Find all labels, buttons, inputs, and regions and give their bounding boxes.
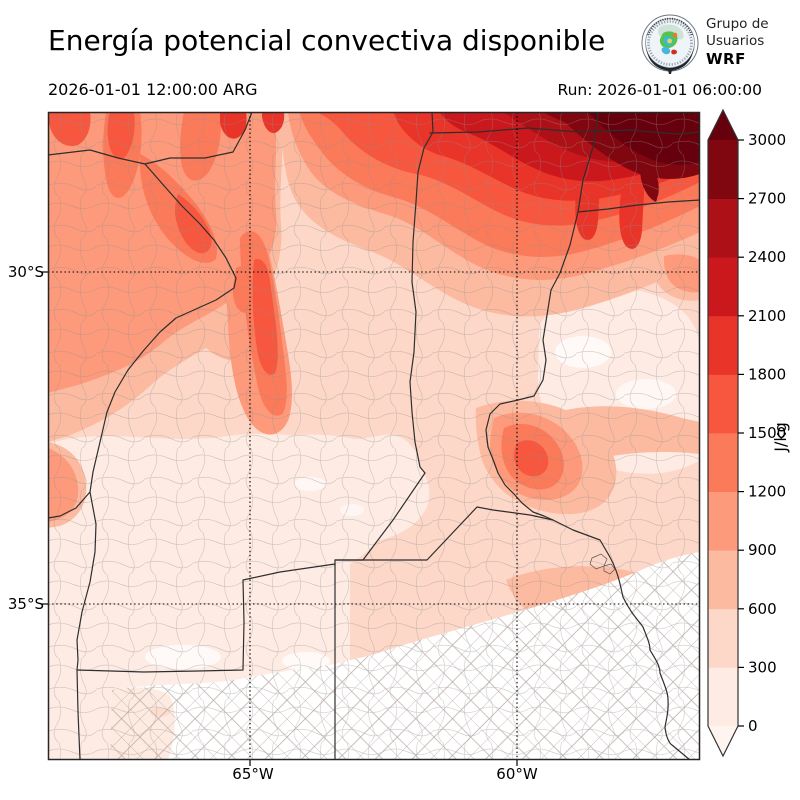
- svg-text:0: 0: [748, 717, 758, 735]
- colorbar-unit-label: J/kg: [771, 422, 790, 453]
- logo-text-line1: Grupo de: [706, 16, 769, 32]
- colorbar-over-arrow: [708, 110, 738, 140]
- svg-text:2100: 2100: [748, 307, 786, 325]
- map-frame: [47, 111, 701, 761]
- wrf-logo: Grupo de Usuarios WRF: [638, 12, 798, 76]
- svg-text:600: 600: [748, 600, 777, 618]
- graticule-gridlines: [48, 112, 700, 760]
- svg-text:900: 900: [748, 541, 777, 559]
- colorbar-under-arrow: [708, 726, 738, 756]
- logo-text-line3: WRF: [706, 50, 746, 68]
- wrf-logo-emblem-icon: [641, 14, 699, 74]
- svg-text:3000: 3000: [748, 131, 786, 149]
- cape-map: [42, 111, 701, 766]
- svg-text:2700: 2700: [748, 190, 786, 208]
- svg-text:1800: 1800: [748, 365, 786, 383]
- colorbar-segments: [708, 140, 738, 727]
- logo-text-line2: Usuarios: [706, 33, 765, 49]
- province-borders: [48, 112, 700, 760]
- valid-time-label: 2026-01-01 12:00:00 ARG: [48, 80, 258, 99]
- y-tick-label-30s: 30°S: [7, 263, 44, 281]
- x-tick-label-60w: 60°W: [496, 765, 538, 783]
- run-time-label: Run: 2026-01-01 06:00:00: [557, 81, 763, 99]
- y-tick-label-35s: 35°S: [7, 595, 44, 613]
- svg-text:2400: 2400: [748, 248, 786, 266]
- x-tick-label-65w: 65°W: [232, 765, 274, 783]
- svg-text:300: 300: [748, 658, 777, 676]
- axis-tick-marks: [42, 271, 518, 766]
- svg-text:1200: 1200: [748, 483, 786, 501]
- svg-text:1500: 1500: [748, 424, 786, 442]
- page-title: Energía potencial convectiva disponible: [48, 24, 606, 57]
- buenos-aires-city-cluster: [589, 553, 616, 575]
- parana-river-border: [485, 113, 599, 521]
